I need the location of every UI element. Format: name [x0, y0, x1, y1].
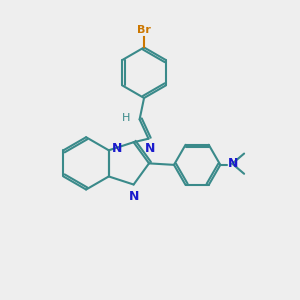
Text: N: N	[145, 142, 155, 155]
Text: N: N	[112, 142, 122, 155]
Text: H: H	[122, 113, 130, 123]
Text: Br: Br	[137, 25, 151, 35]
Text: N: N	[228, 157, 238, 170]
Text: N: N	[129, 190, 140, 203]
